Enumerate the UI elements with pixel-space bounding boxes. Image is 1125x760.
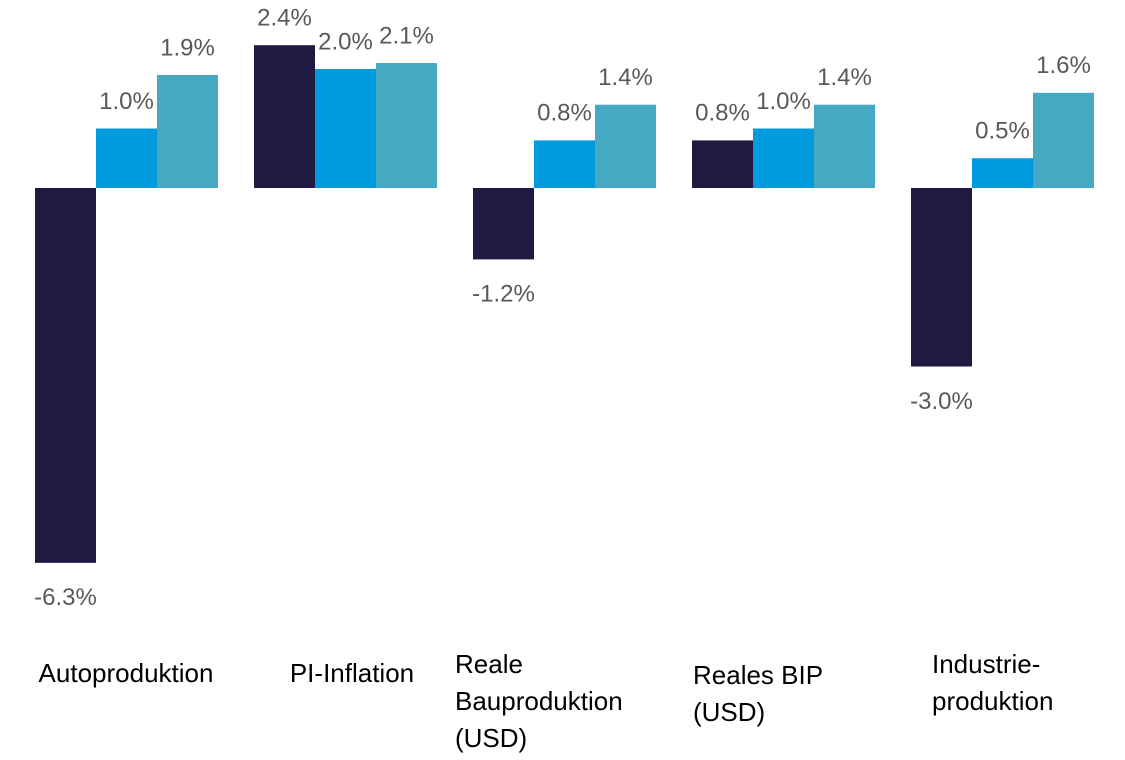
value-label: -3.0%: [910, 388, 973, 415]
value-label: 0.8%: [695, 100, 750, 127]
bar: [972, 158, 1033, 188]
category-label: Reales BIP (USD): [693, 660, 823, 727]
value-label: 0.5%: [975, 118, 1030, 145]
value-label: 1.0%: [99, 88, 154, 115]
bar: [1033, 92, 1094, 188]
category-label: Reale Bauproduktion (USD): [455, 649, 623, 753]
value-label: 2.1%: [379, 22, 434, 49]
bar: [911, 188, 972, 367]
value-label: 0.8%: [537, 100, 592, 127]
bar: [96, 128, 157, 188]
category-label: PI-Inflation: [290, 658, 414, 688]
value-label: 1.6%: [1036, 52, 1091, 79]
value-label: -1.2%: [472, 281, 535, 308]
bar: [814, 104, 875, 188]
bar: [595, 104, 656, 188]
bar: [254, 45, 315, 189]
bar: [376, 63, 437, 188]
bar: [35, 188, 96, 563]
value-label: 1.9%: [160, 34, 215, 61]
value-label: 2.0%: [318, 28, 373, 55]
category-label: Industrie-produktion: [932, 649, 1053, 716]
bar: [753, 128, 814, 188]
bar: [534, 140, 595, 188]
category-label: Autoproduktion: [39, 658, 214, 688]
value-label: 1.0%: [756, 88, 811, 115]
bar: [157, 74, 218, 188]
bar: [692, 140, 753, 188]
value-label: 1.4%: [598, 64, 653, 91]
bar: [315, 69, 376, 188]
value-label: -6.3%: [34, 584, 97, 611]
value-label: 1.4%: [817, 64, 872, 91]
bar: [473, 188, 534, 260]
value-label: 2.4%: [257, 5, 312, 32]
